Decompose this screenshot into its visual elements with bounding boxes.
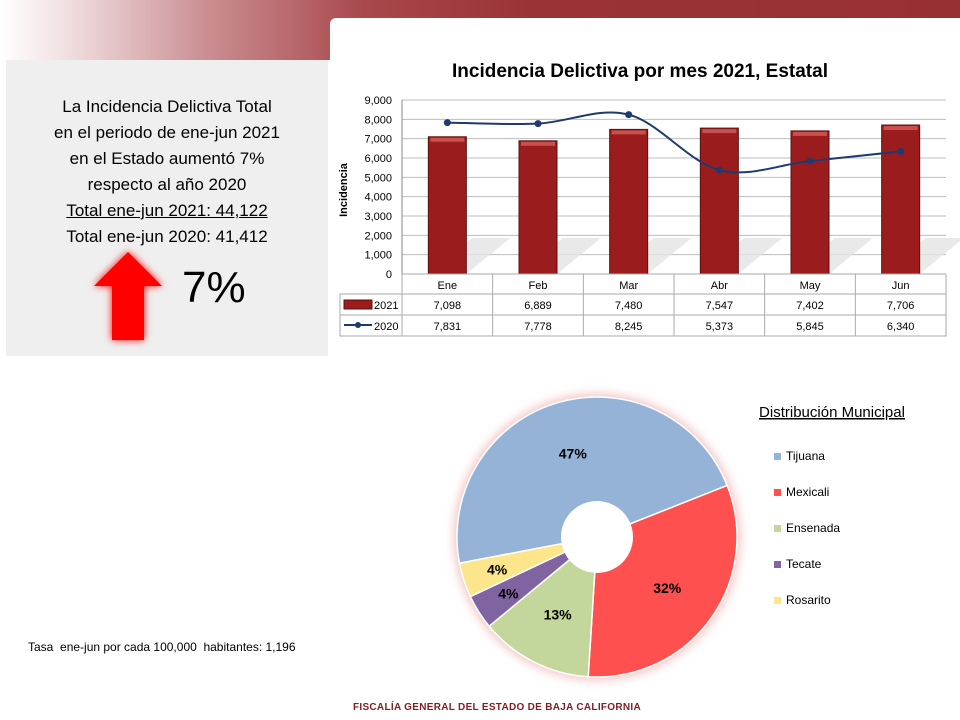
y-tick-label: 6,000: [364, 153, 392, 165]
bar-2021: [699, 127, 739, 275]
legend-swatch-rosarito: [774, 597, 781, 604]
bar-chart-panel: Incidencia Delictiva por mes 2021, Estat…: [330, 40, 960, 348]
pie-label-ensenada: 13%: [544, 606, 573, 622]
pie-chart-panel: Distribución Municipal 47% 32% 13% 4% 4% Tij…: [454, 394, 905, 680]
pie-label-tijuana: 47%: [559, 446, 588, 462]
bars-2021: [427, 124, 921, 275]
legend-swatch-ensenada: [774, 525, 781, 532]
data-label-2020: 5,845: [796, 321, 824, 333]
data-label-2020: 5,373: [706, 321, 734, 333]
line-2020-path: [447, 111, 901, 174]
y-tick-label: 8,000: [364, 114, 392, 126]
bar-highlight: [430, 137, 465, 142]
summary-panel: La Incidencia Delictiva Total en el peri…: [6, 60, 328, 356]
pie-label-rosarito: 4%: [487, 561, 508, 577]
line-2020: [443, 111, 905, 174]
legend-swatch-tijuana: [774, 453, 781, 460]
legend-swatch-tecate: [774, 561, 781, 568]
data-label-2020: 8,245: [615, 321, 643, 333]
bar-highlight: [702, 129, 737, 134]
line-2020-point: [443, 119, 451, 127]
data-label-2020: 7,831: [434, 321, 462, 333]
line-2020-point: [806, 157, 814, 165]
total-2020: Total ene-jun 2020: 41,412: [66, 227, 268, 246]
data-label-2021: 7,098: [434, 300, 462, 312]
data-label-2021: 7,706: [887, 300, 915, 312]
pie-label-tecate: 4%: [498, 585, 519, 601]
legend-marker-2020: [355, 322, 361, 328]
line-2020-point: [715, 166, 723, 174]
summary-line-3: en el Estado aumentó 7%: [69, 149, 265, 168]
data-label-2020: 6,340: [887, 321, 915, 333]
pie-labels: 47% 32% 13% 4% 4%: [487, 446, 682, 623]
footer-text: FISCALÍA GENERAL DEL ESTADO DE BAJA CALI…: [352, 702, 642, 713]
summary-line-1: La Incidencia Delictiva Total: [62, 97, 272, 116]
pie-title: Distribución Municipal: [759, 404, 905, 421]
x-tick-label: Ene: [438, 280, 458, 292]
pie-slice-tijuana: [456, 396, 729, 565]
bar-2021: [790, 130, 830, 275]
data-label-2021: 7,547: [706, 300, 734, 312]
x-tick-label: Mar: [619, 280, 638, 292]
y-tick-labels: 0 1,000 2,000 3,000 4,000 5,000 6,000 7,000 8,00…: [364, 95, 392, 281]
tasa-text: Tasa ene-jun por cada 100,000 habitantes…: [28, 640, 296, 654]
x-tick-label: Jun: [892, 280, 910, 292]
data-label-2021: 7,402: [796, 300, 824, 312]
legend-label-ensenada: Ensenada: [786, 521, 840, 535]
legend-swatch-mexicali: [774, 489, 781, 496]
x-tick-label: May: [800, 280, 821, 292]
y-tick-label: 9,000: [364, 95, 392, 107]
bar-2021: [518, 140, 558, 275]
bar-shadows: [428, 238, 960, 274]
line-2020-point: [625, 111, 633, 119]
x-tick-label: Feb: [529, 280, 548, 292]
bar-highlight: [611, 130, 646, 135]
pie-slice-ensenada: [488, 535, 598, 678]
summary-text: La Incidencia Delictiva Total en el peri…: [6, 94, 328, 250]
pie-slice-rosarito: [458, 536, 598, 598]
y-tick-label: 2,000: [364, 230, 392, 242]
pie-label-mexicali: 32%: [653, 580, 682, 596]
x-tick-label: Abr: [711, 280, 728, 292]
legend-label-2021: 2021: [374, 300, 398, 312]
legend-swatch-2021: [343, 299, 373, 310]
legend-label-2020: 2020: [374, 321, 398, 333]
y-tick-label: 0: [386, 269, 392, 281]
data-label-2020: 7,778: [524, 321, 552, 333]
bar-2021: [609, 128, 649, 275]
up-arrow-icon: [94, 252, 162, 340]
bar-highlight: [793, 131, 827, 136]
y-axis-label: Incidencia: [338, 162, 350, 217]
donut-hole: [561, 501, 633, 573]
total-2021: Total ene-jun 2021: 44,122: [66, 201, 268, 220]
data-label-2021: 7,480: [615, 300, 643, 312]
summary-line-2: en el periodo de ene-jun 2021: [54, 123, 280, 142]
monthly-chart: Incidencia Delictiva por mes 2021, Estat…: [338, 61, 960, 337]
legend-label-tijuana: Tijuana: [786, 449, 825, 463]
data-label-2021: 6,889: [524, 300, 552, 312]
bar-highlight: [521, 141, 555, 146]
summary-line-4: respecto al año 2020: [87, 175, 247, 194]
y-tick-label: 5,000: [364, 172, 392, 184]
data-table: Ene 7,098 7,831 Feb 6,889 7,778 Mar 7,480 8,245 A…: [339, 273, 947, 337]
y-tick-label: 4,000: [364, 192, 392, 204]
pie-legend: Tijuana Mexicali Ensenada Tecate Rosarito: [774, 449, 840, 607]
gridlines: [401, 99, 946, 275]
chart-title: Incidencia Delictiva por mes 2021, Estat…: [452, 61, 828, 82]
bar-2021: [427, 136, 467, 275]
percent-change: 7%: [182, 263, 246, 312]
line-2020-point: [897, 147, 905, 155]
line-2020-point: [534, 120, 542, 128]
bar-2021: [881, 124, 921, 275]
bar-highlight: [883, 126, 918, 131]
legend-label-rosarito: Rosarito: [786, 593, 831, 607]
legend-label-tecate: Tecate: [786, 557, 822, 571]
y-tick-label: 7,000: [364, 134, 392, 146]
y-tick-label: 1,000: [364, 250, 392, 262]
y-tick-label: 3,000: [364, 211, 392, 223]
legend-label-mexicali: Mexicali: [786, 485, 829, 499]
